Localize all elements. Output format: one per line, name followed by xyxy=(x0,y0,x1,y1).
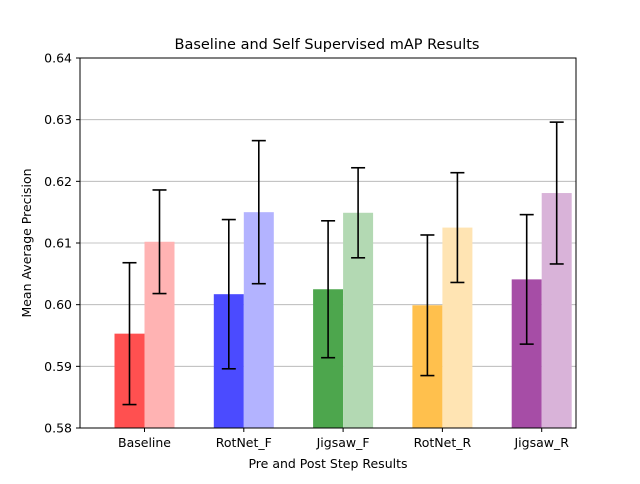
y-tick-label: 0.58 xyxy=(44,421,72,436)
error-bar xyxy=(351,166,366,259)
y-axis-label: Mean Average Precision xyxy=(19,168,34,317)
y-tick-label: 0.60 xyxy=(44,297,72,312)
x-tick-label: RotNet_R xyxy=(414,435,472,450)
x-tick-label: Baseline xyxy=(118,435,171,450)
x-axis-label: Pre and Post Step Results xyxy=(248,456,407,471)
error-bar xyxy=(321,220,336,359)
y-tick-label: 0.59 xyxy=(44,359,72,374)
chart-title: Baseline and Self Supervised mAP Results xyxy=(175,37,480,53)
y-tick-label: 0.63 xyxy=(44,112,72,127)
x-tick-label: Jigsaw_F xyxy=(316,435,370,450)
error-bar xyxy=(549,121,564,265)
x-tick-label: Jigsaw_R xyxy=(513,435,569,450)
error-bar xyxy=(450,171,465,284)
error-bar xyxy=(221,218,236,370)
plot-frame xyxy=(79,57,577,429)
x-axis-ticks: Baseline RotNet_F Jigsaw_F RotNet_R Jigsaw_R xyxy=(118,428,569,450)
error-bar xyxy=(251,139,266,285)
y-axis-ticks: 0.58 0.59 0.60 0.61 0.62 0.63 0.64 xyxy=(44,51,80,436)
error-bar xyxy=(152,189,167,295)
error-bar xyxy=(420,234,435,377)
error-bar xyxy=(519,213,534,345)
y-tick-label: 0.62 xyxy=(44,174,72,189)
bars xyxy=(114,193,572,428)
x-tick-label: RotNet_F xyxy=(216,435,272,450)
y-tick-label: 0.64 xyxy=(44,51,72,66)
y-tick-label: 0.61 xyxy=(44,236,72,251)
error-bar xyxy=(122,261,137,406)
error-bars xyxy=(122,121,564,406)
